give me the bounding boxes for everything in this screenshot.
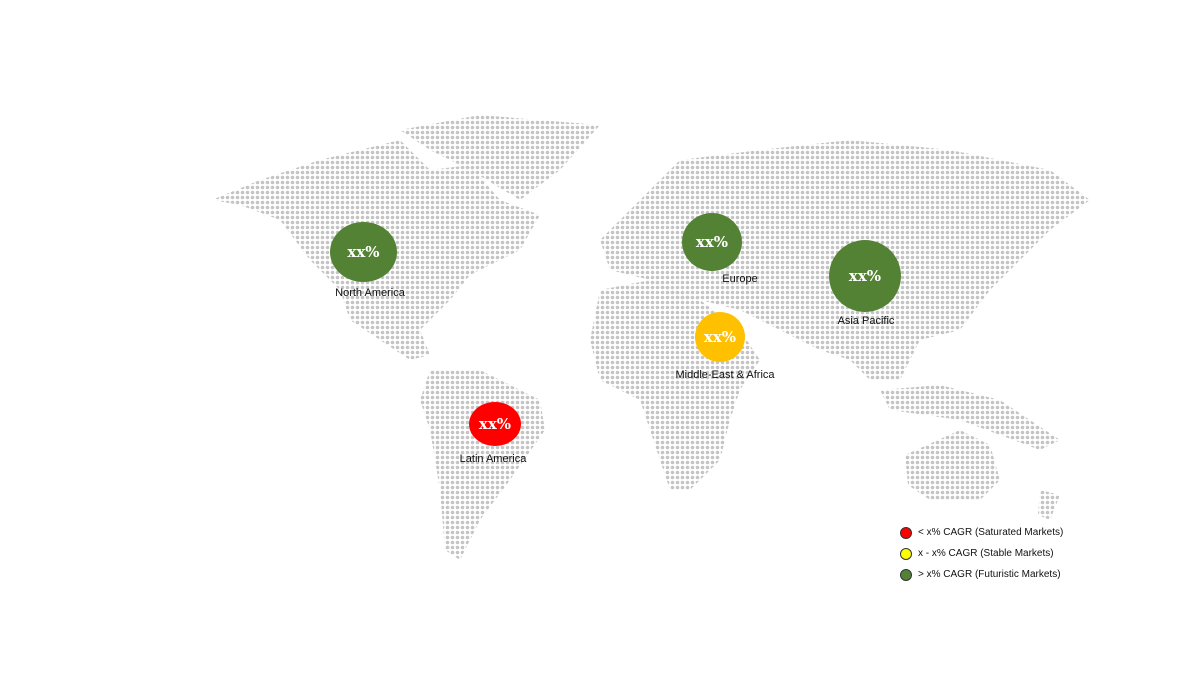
region-bubble-latin-america[interactable]: xx%	[469, 402, 521, 446]
region-label-middle-east-africa: Middle-East & Africa	[675, 369, 775, 381]
yellow-dot-icon	[900, 547, 912, 560]
legend-label: x - x% CAGR (Stable Markets)	[918, 548, 1054, 559]
southeast-asia-islands	[880, 385, 1060, 450]
australia-landmass	[905, 430, 1000, 500]
legend-item-saturated: < x% CAGR (Saturated Markets)	[900, 522, 1063, 543]
region-label-europe: Europe	[722, 273, 758, 285]
region-label-north-america: North America	[335, 287, 405, 299]
region-label-asia-pacific: Asia Pacific	[837, 315, 895, 327]
region-bubble-north-america[interactable]: xx%	[330, 222, 397, 282]
greenland-landmass	[400, 115, 600, 200]
legend-item-futuristic: > x% CAGR (Futuristic Markets)	[900, 564, 1063, 585]
legend-item-stable: x - x% CAGR (Stable Markets)	[900, 543, 1063, 564]
green-dot-icon	[900, 568, 912, 581]
south-america-landmass	[420, 370, 545, 560]
legend-label: > x% CAGR (Futuristic Markets)	[918, 569, 1061, 580]
region-bubble-middle-east-africa[interactable]: xx%	[695, 312, 745, 362]
legend: < x% CAGR (Saturated Markets) x - x% CAG…	[900, 522, 1063, 585]
region-bubble-asia-pacific[interactable]: xx%	[829, 240, 901, 312]
africa-landmass	[590, 280, 760, 490]
new-zealand-landmass	[1038, 490, 1060, 520]
red-dot-icon	[900, 526, 912, 539]
region-bubble-europe[interactable]: xx%	[682, 213, 742, 271]
legend-label: < x% CAGR (Saturated Markets)	[918, 527, 1064, 538]
region-label-latin-america: Latin America	[459, 453, 527, 465]
